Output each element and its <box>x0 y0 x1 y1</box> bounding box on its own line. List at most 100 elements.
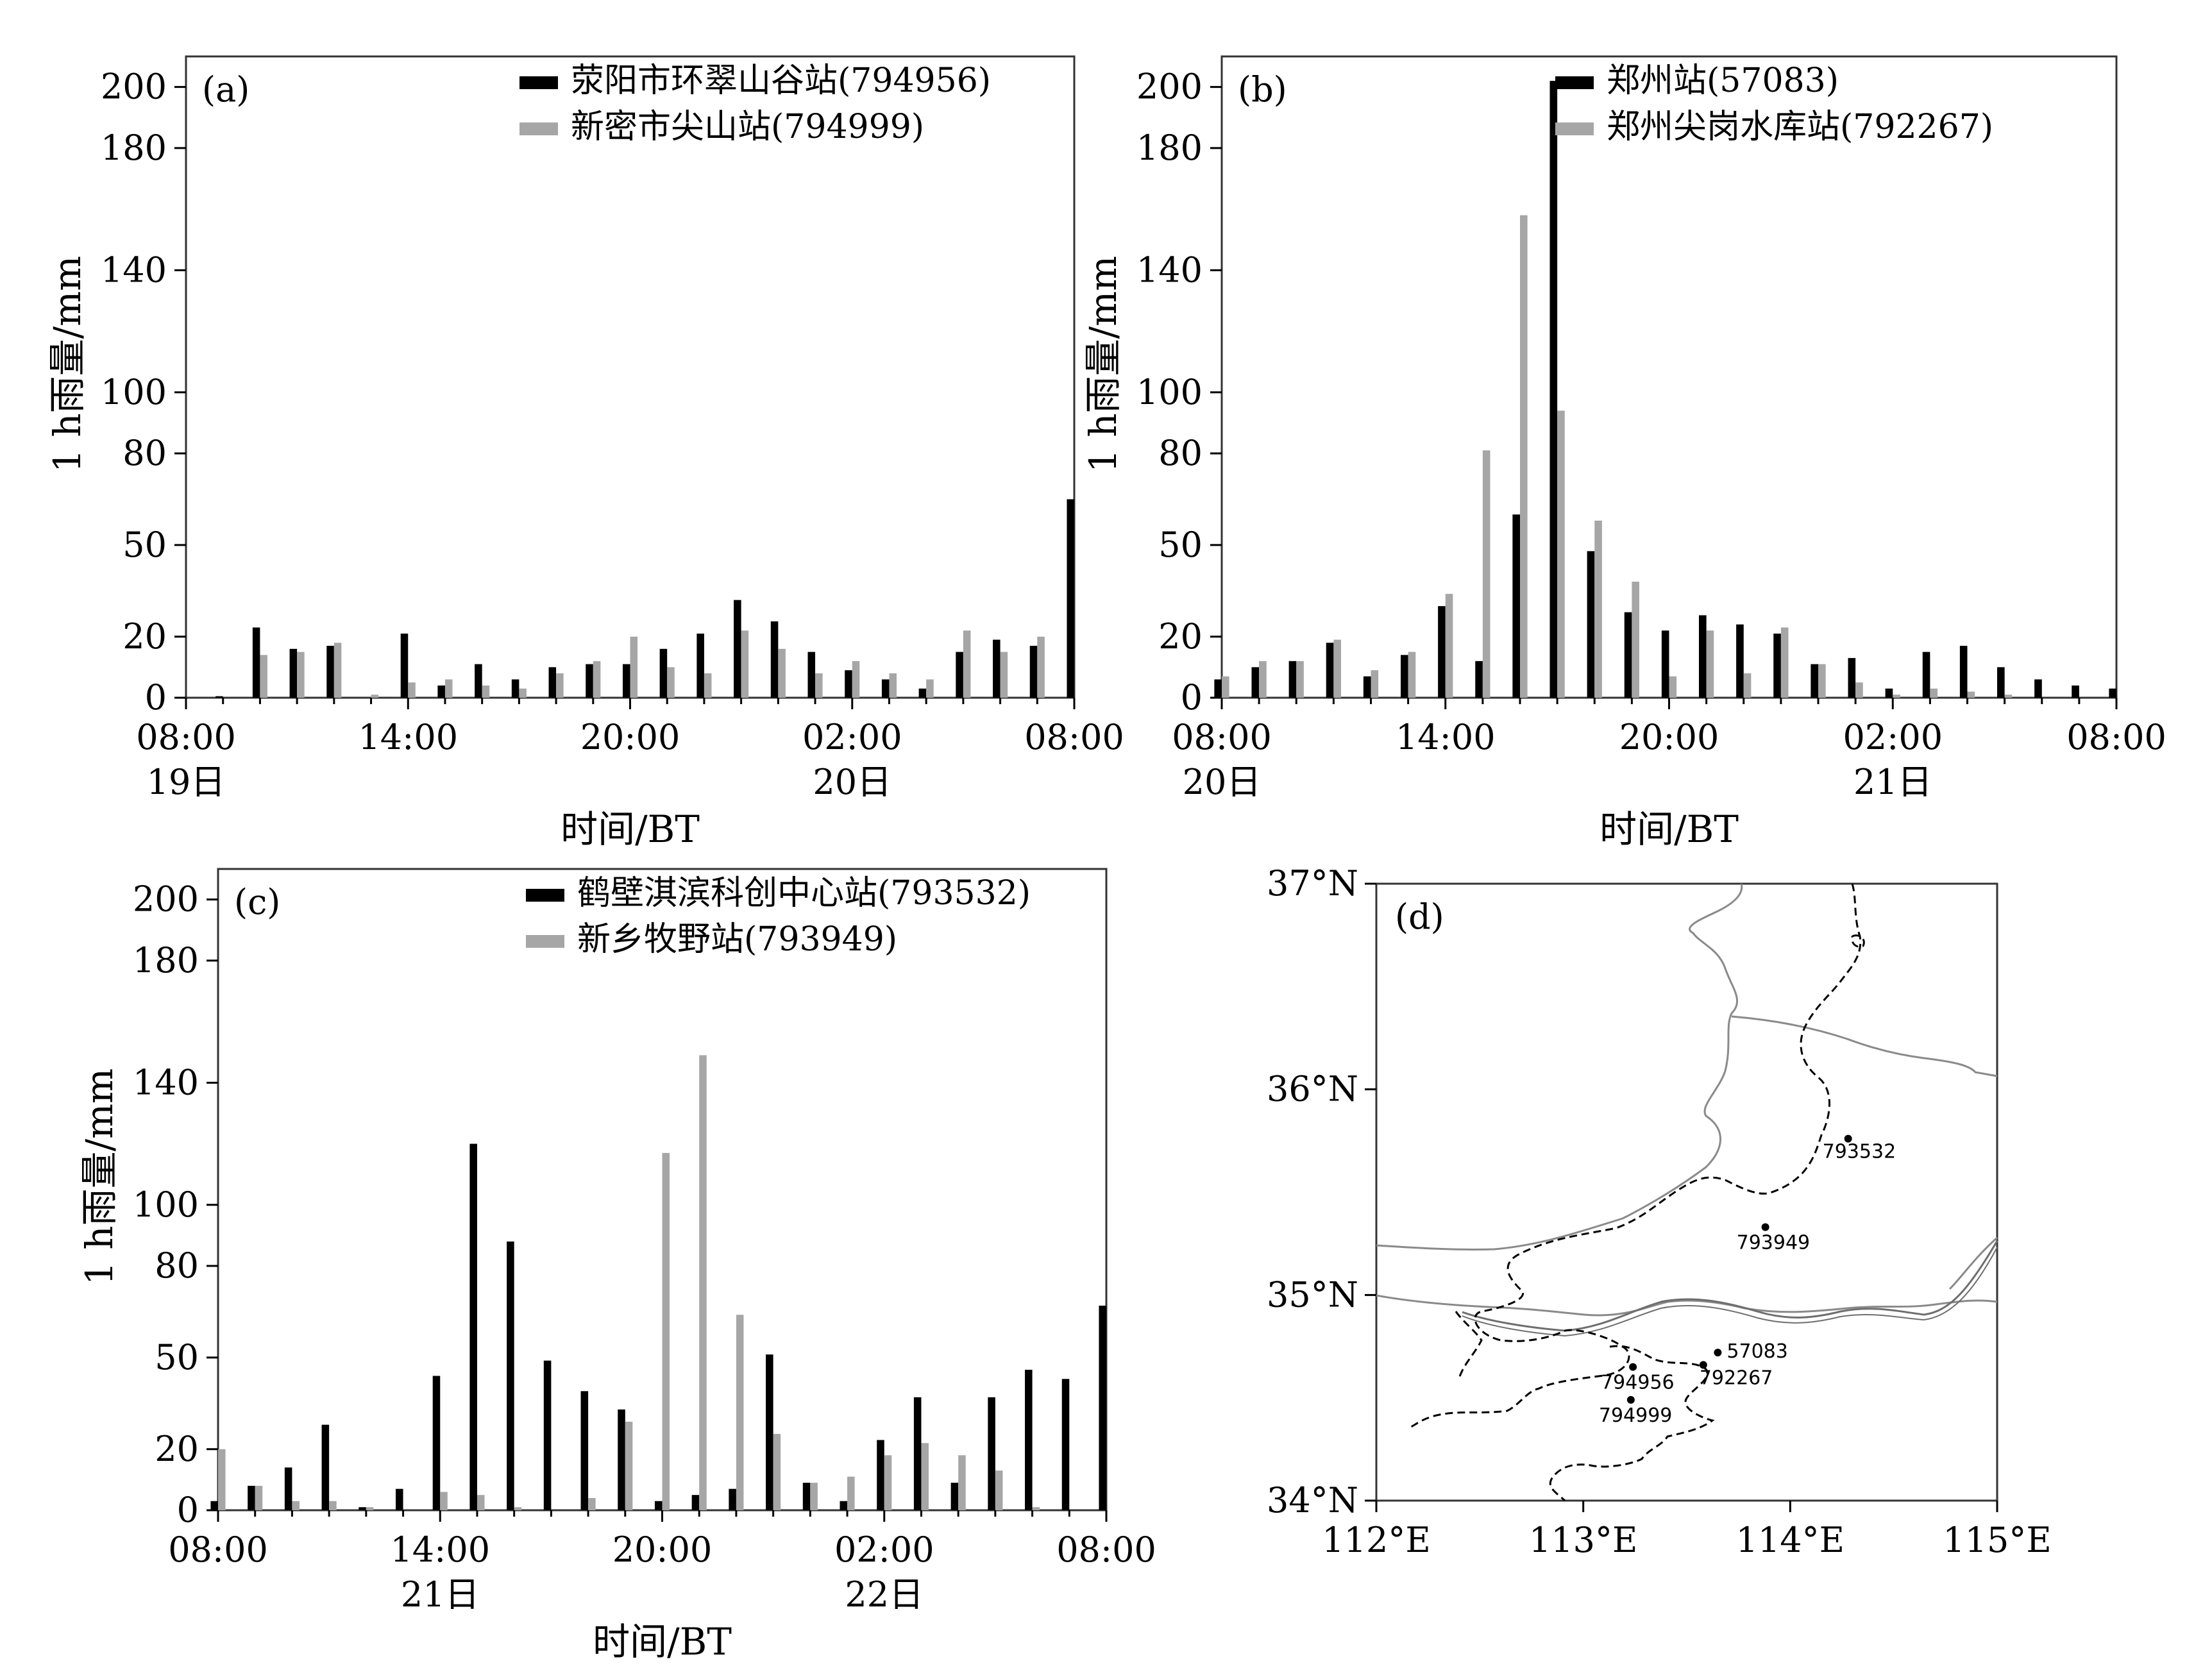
bar-series-1 <box>432 1376 441 1510</box>
y-tick-label: 180 <box>133 940 199 981</box>
bar-series-2 <box>778 648 786 698</box>
legend-swatch <box>519 76 558 89</box>
bar-series-1 <box>1512 514 1520 698</box>
bar-series-1 <box>1288 661 1297 698</box>
bar-series-1 <box>321 1424 330 1510</box>
bar-series-1 <box>691 1495 700 1510</box>
x-tick-label: 08:00 <box>1056 1529 1156 1570</box>
bar-series-2 <box>852 661 860 698</box>
y-tick-label: 20 <box>122 616 167 657</box>
bar-series-2 <box>1333 639 1341 698</box>
bar-series-2 <box>736 1315 744 1510</box>
bar-series-1 <box>1029 646 1038 698</box>
panel-tag: (a) <box>202 69 249 110</box>
bar-series-2 <box>1967 691 1975 698</box>
bar-series-2 <box>1520 215 1528 698</box>
bar-series-1 <box>1475 661 1483 698</box>
x-tick-label: 20:00 <box>1619 717 1719 757</box>
bar-series-1 <box>586 664 593 698</box>
bar-series-2 <box>260 655 267 698</box>
bar-series-2 <box>1408 652 1416 698</box>
bar-series-2 <box>884 1455 892 1510</box>
legend-swatch <box>526 935 564 948</box>
bar-series-2 <box>995 1470 1003 1510</box>
bar-series-1 <box>284 1467 292 1510</box>
y-tick-label: 140 <box>133 1062 199 1102</box>
lon-tick-label: 114°E <box>1736 1520 1845 1560</box>
bar-series-1 <box>766 1354 773 1510</box>
bar-series-1 <box>993 639 1000 698</box>
bar-series-2 <box>444 679 453 698</box>
station-marker <box>1761 1223 1769 1231</box>
bar-series-2 <box>704 673 712 698</box>
province-boundary <box>1948 1236 1998 1290</box>
x-tick-label: 20:00 <box>580 717 680 757</box>
bar-series-2 <box>297 652 305 698</box>
y-tick-label: 80 <box>1158 433 1203 473</box>
bar-series-1 <box>1997 667 2005 698</box>
y-tick-label: 50 <box>1158 525 1203 565</box>
bar-series-1 <box>1587 551 1595 698</box>
bar-series-1 <box>988 1397 995 1510</box>
bar-series-1 <box>1438 606 1446 698</box>
x-tick-label: 08:00 <box>2066 717 2166 757</box>
bar-series-2 <box>1780 627 1789 698</box>
x-day-label: 22日 <box>845 1574 924 1615</box>
basin-boundary <box>1549 1345 1715 1502</box>
province-boundary <box>1376 1294 1998 1317</box>
legend-label: 郑州站(57083) <box>1607 62 1839 100</box>
bar-series-2 <box>1000 652 1008 698</box>
plot-frame <box>1220 55 2118 699</box>
panel-a: 0 20 50 80 100 140 180 200 1 h雨量/mm 08:00 19日 14:00… <box>46 55 1124 851</box>
lat-tick-label: 36°N <box>1267 1069 1358 1109</box>
bar-series-2 <box>593 661 601 698</box>
bar-series-1 <box>475 664 482 698</box>
bar-series-2 <box>556 673 564 698</box>
bar-series-1 <box>2034 679 2042 698</box>
map-stations: 793532 793949 57083 792267 794956 794999 <box>1599 1134 1896 1427</box>
x-tick-label: 08:00 <box>168 1529 268 1570</box>
x-tick-label: 14:00 <box>358 717 458 757</box>
bar-series-1 <box>1214 679 1222 698</box>
bar-series-2 <box>1930 688 1938 698</box>
x-tick-label: 14:00 <box>1396 717 1496 757</box>
bar-series-2 <box>1222 676 1229 698</box>
bar-series-2 <box>440 1492 448 1510</box>
legend-swatch <box>526 889 564 902</box>
bar-series-2 <box>958 1455 966 1510</box>
bar-series-1 <box>877 1440 884 1510</box>
bar-series-1 <box>359 1507 366 1510</box>
panel-tag: (b) <box>1238 69 1287 110</box>
bar-series-1 <box>437 685 445 698</box>
bar-series-1 <box>580 1391 589 1510</box>
bar-series-2 <box>773 1433 781 1510</box>
lon-tick-label: 112°E <box>1322 1520 1431 1560</box>
station-label: 794956 <box>1601 1372 1675 1394</box>
x-tick-label: 02:00 <box>834 1529 934 1570</box>
bar-series-2 <box>630 636 638 698</box>
bar-series-1 <box>1251 667 1260 698</box>
river <box>1462 1240 1998 1332</box>
x-tick-label: 08:00 <box>1172 717 1272 757</box>
bar-series-2 <box>333 643 342 698</box>
bar-series-2 <box>1743 673 1752 698</box>
station-label: 793949 <box>1737 1232 1811 1254</box>
bar-series-1 <box>956 652 963 698</box>
bar-series-1 <box>1661 630 1669 698</box>
bar-series-2 <box>963 630 971 698</box>
bar-series-2 <box>1594 520 1602 698</box>
y-tick-label: 0 <box>145 677 167 718</box>
bar-series-1 <box>1025 1369 1033 1510</box>
x-tick-label: 14:00 <box>390 1529 490 1570</box>
bar-series-1 <box>248 1485 255 1510</box>
bar-series-1 <box>1326 643 1334 698</box>
bar-series-1 <box>659 648 668 698</box>
station-marker <box>1626 1395 1635 1404</box>
x-axis-title: 时间/BT <box>1600 807 1739 851</box>
lon-tick-label: 113°E <box>1529 1520 1638 1560</box>
bar-series-1 <box>400 634 409 698</box>
bar-series-2 <box>699 1055 707 1510</box>
bar-series-1 <box>548 667 557 698</box>
bar-series-2 <box>1706 630 1714 698</box>
panel-c: 0 20 50 80 100 140 180 200 1 h雨量/mm 08:00 14:0021日… <box>78 868 1156 1664</box>
